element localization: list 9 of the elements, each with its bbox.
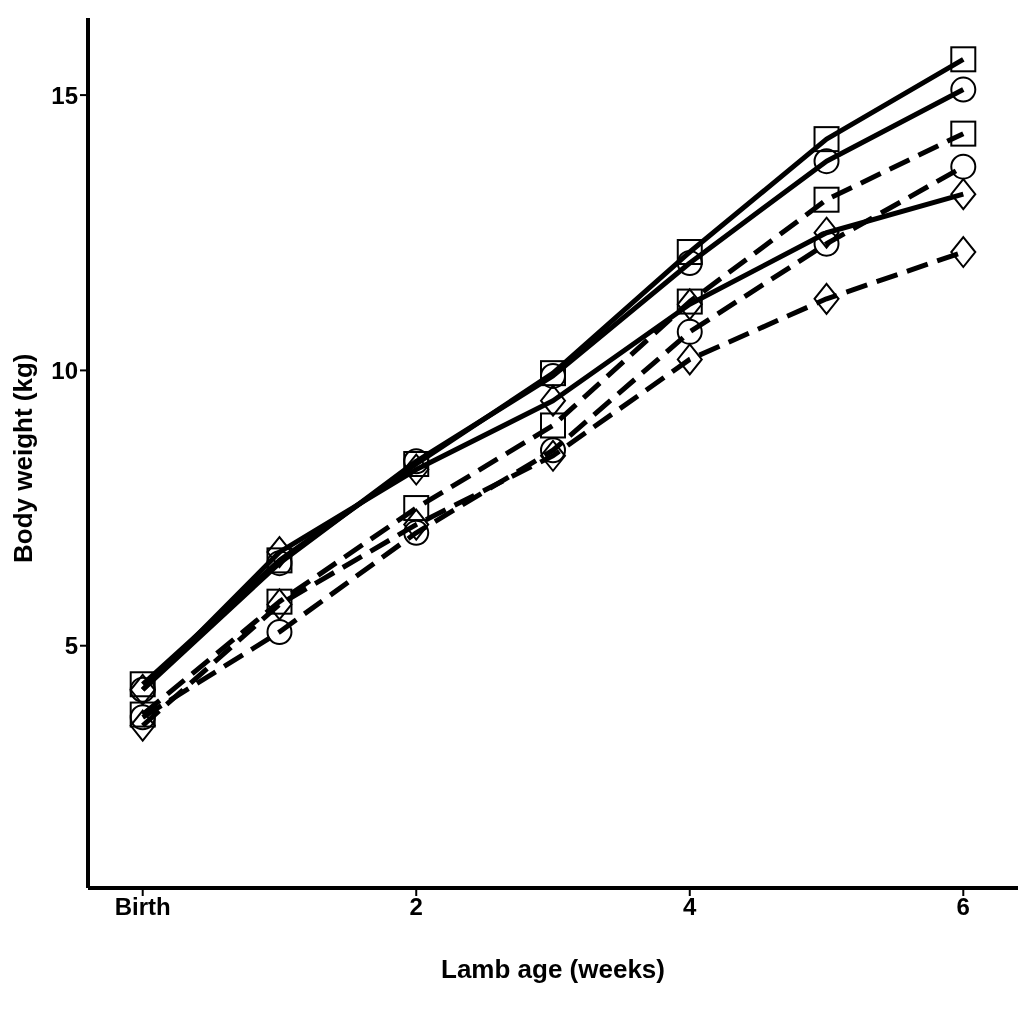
y-tick-label: 15	[51, 81, 78, 109]
x-axis-title: Lamb age (weeks)	[441, 954, 665, 984]
y-tick-label: 5	[64, 632, 78, 660]
y-axis-title: Body weight (kg)	[8, 353, 39, 563]
x-tick-label: 4	[683, 893, 698, 921]
x-tick-label: Birth	[114, 893, 171, 921]
x-tick-label: 6	[956, 893, 970, 921]
x-tick-label: 2	[409, 893, 423, 921]
y-tick-label: 10	[51, 356, 78, 384]
